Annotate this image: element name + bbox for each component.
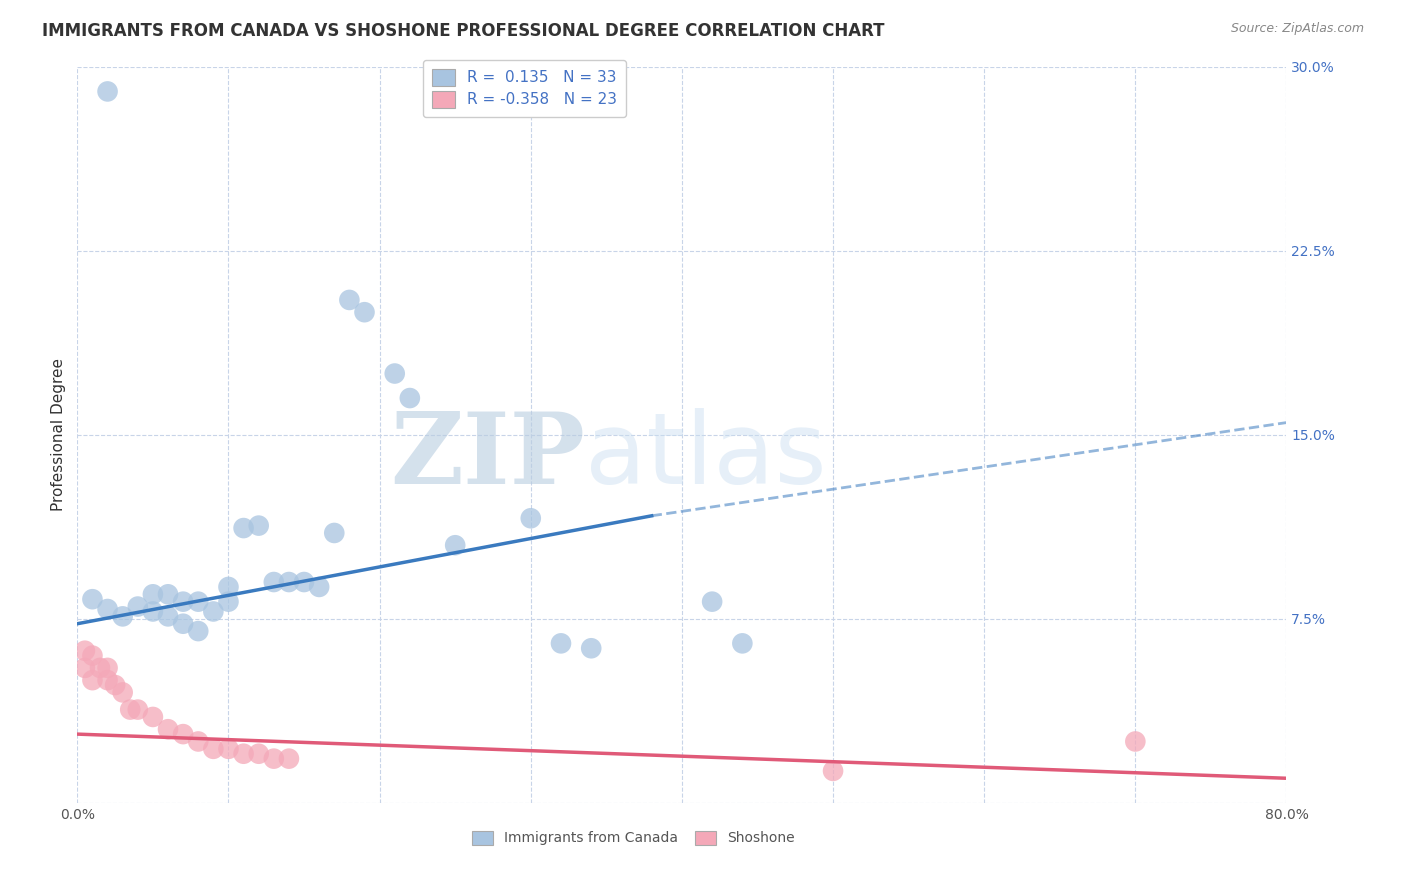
Point bbox=[120, 703, 142, 717]
Point bbox=[247, 747, 270, 761]
Point bbox=[384, 367, 406, 381]
Point bbox=[278, 574, 301, 589]
Point bbox=[353, 305, 375, 319]
Point bbox=[1123, 734, 1146, 748]
Point bbox=[187, 624, 209, 639]
Point bbox=[187, 734, 209, 748]
Point bbox=[263, 751, 285, 765]
Point bbox=[520, 511, 543, 525]
Point bbox=[308, 580, 330, 594]
Point bbox=[247, 518, 270, 533]
Text: ZIP: ZIP bbox=[391, 409, 585, 506]
Point bbox=[202, 605, 225, 619]
Point bbox=[142, 710, 165, 724]
Point bbox=[263, 574, 285, 589]
Point bbox=[292, 574, 315, 589]
Point bbox=[142, 605, 165, 619]
Text: Source: ZipAtlas.com: Source: ZipAtlas.com bbox=[1230, 22, 1364, 36]
Point bbox=[104, 678, 127, 692]
Point bbox=[127, 703, 149, 717]
Point bbox=[172, 594, 194, 608]
Point bbox=[82, 648, 104, 663]
Point bbox=[157, 609, 180, 624]
Point bbox=[157, 587, 180, 601]
Point bbox=[89, 661, 111, 675]
Legend: Immigrants from Canada, Shoshone: Immigrants from Canada, Shoshone bbox=[467, 825, 800, 851]
Point bbox=[702, 594, 724, 608]
Point bbox=[111, 609, 134, 624]
Point bbox=[73, 661, 96, 675]
Point bbox=[127, 599, 149, 614]
Point bbox=[187, 594, 209, 608]
Text: IMMIGRANTS FROM CANADA VS SHOSHONE PROFESSIONAL DEGREE CORRELATION CHART: IMMIGRANTS FROM CANADA VS SHOSHONE PROFE… bbox=[42, 22, 884, 40]
Point bbox=[581, 641, 603, 656]
Point bbox=[82, 592, 104, 607]
Point bbox=[96, 673, 118, 687]
Point bbox=[399, 391, 422, 405]
Point bbox=[232, 747, 254, 761]
Point bbox=[444, 538, 467, 552]
Point bbox=[731, 636, 754, 650]
Point bbox=[550, 636, 572, 650]
Point bbox=[821, 764, 844, 778]
Text: atlas: atlas bbox=[585, 409, 827, 506]
Point bbox=[142, 587, 165, 601]
Point bbox=[218, 594, 240, 608]
Point bbox=[96, 602, 118, 616]
Point bbox=[278, 751, 301, 765]
Point bbox=[172, 616, 194, 631]
Y-axis label: Professional Degree: Professional Degree bbox=[51, 359, 66, 511]
Point bbox=[73, 644, 96, 658]
Point bbox=[96, 661, 118, 675]
Point bbox=[337, 293, 360, 307]
Point bbox=[172, 727, 194, 741]
Point bbox=[323, 525, 346, 540]
Point bbox=[218, 742, 240, 756]
Point bbox=[202, 742, 225, 756]
Point bbox=[82, 673, 104, 687]
Point bbox=[232, 521, 254, 535]
Point bbox=[111, 685, 134, 699]
Point bbox=[96, 84, 118, 98]
Point bbox=[157, 723, 180, 737]
Point bbox=[218, 580, 240, 594]
